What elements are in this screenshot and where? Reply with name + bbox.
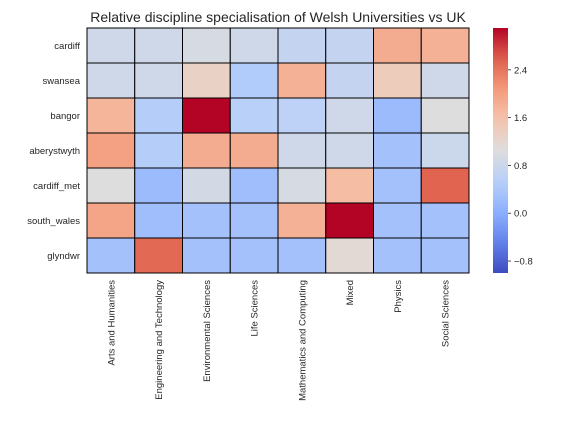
heatmap-cell-glyndwr-4 [277,237,327,274]
colorbar-tick-label: 1.6 [514,113,527,124]
heatmap-cell-bangor-6 [373,97,422,134]
heatmap-cell-aberystwyth-1 [134,132,183,169]
column-label-1: Engineering and Technology [154,280,165,400]
heatmap-cell-aberystwyth-4 [277,132,327,169]
heatmap-cell-aberystwyth-5 [325,132,374,169]
heatmap-cell-swansea-5 [325,62,374,99]
heatmap-cell-cardiff-6 [373,27,422,64]
heatmap-cell-south_wales-0 [86,202,136,239]
heatmap-cell-swansea-3 [229,62,279,99]
heatmap-cell-cardiff-4 [277,27,327,64]
row-label-cardiff: cardiff [54,41,80,52]
heatmap-cell-cardiff-7 [420,27,470,64]
heatmap-cell-glyndwr-2 [182,237,231,274]
row-labels: cardiff swansea bangor aberystwyth cardiff_m… [27,41,81,262]
heatmap-cell-glyndwr-1 [134,237,183,274]
heatmap-cell-south_wales-2 [182,202,231,239]
heatmap-cell-south_wales-1 [134,202,183,239]
heatmap-cell-cardiff-5 [325,27,374,64]
heatmap-cell-aberystwyth-7 [420,132,470,169]
heatmap-cell-cardiff-0 [86,27,136,64]
heatmap-cell-bangor-5 [325,97,374,134]
heatmap-cell-bangor-2 [182,97,231,134]
heatmap-cell-swansea-1 [134,62,183,99]
colorbar-tick-label: 2.4 [514,65,527,76]
heatmap-cell-aberystwyth-2 [182,132,231,169]
row-label-bangor: bangor [50,111,80,122]
column-label-6: Physics [393,280,404,313]
column-label-3: Life Sciences [250,280,261,337]
heatmap-cell-south_wales-7 [420,202,470,239]
row-label-glyndwr: glyndwr [47,251,80,262]
column-labels: Arts and Humanities Engineering and Techn… [106,280,451,401]
heatmap-cell-cardiff_met-1 [134,167,183,204]
heatmap-cell-swansea-4 [277,62,327,99]
heatmap-cell-aberystwyth-6 [373,132,422,169]
heatmap-cell-south_wales-5 [325,202,374,239]
heatmap-cell-bangor-3 [229,97,279,134]
row-label-swansea: swansea [43,76,81,87]
column-label-0: Arts and Humanities [106,280,117,366]
row-label-cardiff_met: cardiff_met [33,181,80,192]
heatmap-cell-cardiff_met-0 [86,167,136,204]
heatmap-cell-swansea-0 [86,62,136,99]
heatmap-cell-cardiff_met-3 [229,167,279,204]
heatmap-cells [86,27,470,274]
colorbar-tick-label: 0.8 [514,161,527,172]
column-label-5: Mixed [345,280,356,305]
heatmap-cell-south_wales-6 [373,202,422,239]
heatmap-cell-glyndwr-7 [420,237,470,274]
heatmap-cell-bangor-7 [420,97,470,134]
colorbar-tick-label: 0.0 [514,209,527,220]
row-label-aberystwyth: aberystwyth [29,146,80,157]
heatmap-cell-glyndwr-3 [229,237,279,274]
heatmap-cell-cardiff_met-2 [182,167,231,204]
colorbar-gradient [493,28,508,273]
heatmap-cell-cardiff_met-5 [325,167,374,204]
heatmap-cell-glyndwr-0 [86,237,136,274]
heatmap-cell-bangor-1 [134,97,183,134]
heatmap-cell-south_wales-3 [229,202,279,239]
heatmap-cell-swansea-7 [420,62,470,99]
chart-title: Relative discipline specialisation of We… [90,9,466,25]
heatmap-cell-cardiff_met-6 [373,167,422,204]
heatmap-cell-cardiff-3 [229,27,279,64]
heatmap-cell-cardiff_met-7 [420,167,470,204]
column-label-2: Environmental Sciences [202,280,213,382]
heatmap-cell-cardiff_met-4 [277,167,327,204]
row-label-south_wales: south_wales [27,216,80,227]
colorbar: −0.8 0.0 0.8 1.6 2.4 [493,28,533,273]
heatmap-cell-bangor-4 [277,97,327,134]
heatmap-cell-swansea-6 [373,62,422,99]
heatmap-cell-aberystwyth-0 [86,132,136,169]
heatmap-cell-swansea-2 [182,62,231,99]
heatmap-cell-glyndwr-6 [373,237,422,274]
column-label-4: Mathematics and Computing [297,280,308,401]
heatmap-cell-aberystwyth-3 [229,132,279,169]
heatmap-cell-glyndwr-5 [325,237,374,274]
heatmap-cell-bangor-0 [86,97,136,134]
heatmap-cell-south_wales-4 [277,202,327,239]
heatmap-cell-cardiff-1 [134,27,183,64]
colorbar-tick-label: −0.8 [514,257,533,268]
heatmap-cell-cardiff-2 [182,27,231,64]
column-label-7: Social Sciences [441,280,452,347]
